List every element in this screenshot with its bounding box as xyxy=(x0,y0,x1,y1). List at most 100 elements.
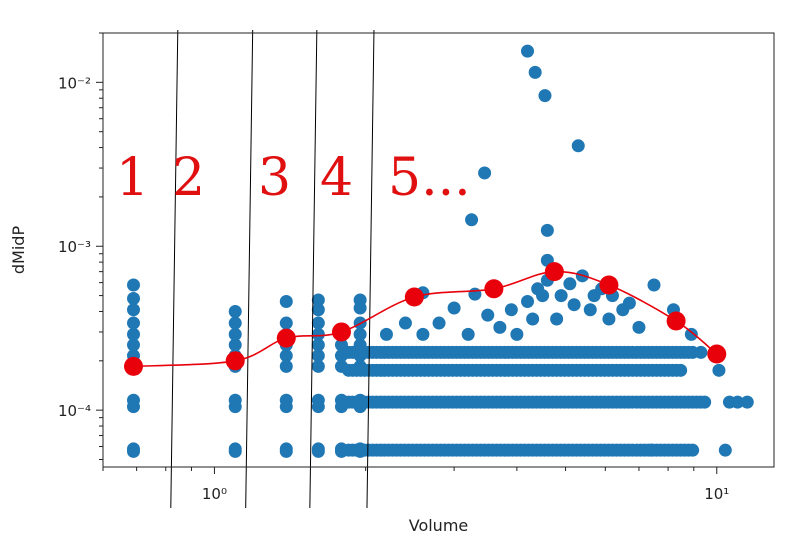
scatter-point xyxy=(126,278,140,292)
scatter-point xyxy=(632,320,646,334)
bucket-number-2: 2 xyxy=(172,148,205,208)
scatter-point xyxy=(504,303,518,317)
scatter-point xyxy=(550,312,564,326)
summary-marker xyxy=(599,275,619,295)
scatter-point xyxy=(528,65,542,79)
annotation-layer: 1 2 3 4 5... xyxy=(116,148,471,208)
y-tick-label: 10⁻² xyxy=(58,74,91,92)
scatter-point xyxy=(228,327,242,341)
scatter-point xyxy=(540,223,554,237)
x-tick-label: 10¹ xyxy=(704,485,729,503)
divider-layer xyxy=(170,29,375,509)
scatter-point xyxy=(698,395,712,409)
scatter-point xyxy=(684,327,698,341)
scatter-point xyxy=(481,308,495,322)
scatter-point xyxy=(554,289,568,303)
scatter-point xyxy=(694,345,708,359)
scatter-point xyxy=(602,312,616,326)
scatter-point xyxy=(647,278,661,292)
scatter-point xyxy=(521,295,535,309)
scatter-point xyxy=(563,277,577,291)
bucket-number-1: 1 xyxy=(116,148,149,208)
scatter-point xyxy=(432,316,446,330)
y-axis-label: dMidP xyxy=(9,226,28,275)
scatter-point xyxy=(311,442,325,456)
plot-frame xyxy=(102,32,775,468)
summary-marker xyxy=(707,344,727,364)
x-axis-label: Volume xyxy=(409,516,469,535)
scatter-point xyxy=(478,166,492,180)
bucket-divider-2 xyxy=(245,29,254,509)
scatter-point xyxy=(521,44,535,58)
scatter-point xyxy=(447,301,461,315)
scatter-point xyxy=(311,338,325,352)
summary-marker xyxy=(666,311,686,331)
summary-marker xyxy=(225,351,245,371)
scatter-point xyxy=(311,293,325,307)
scatter-point xyxy=(228,304,242,318)
scatter-point xyxy=(126,316,140,330)
summary-marker xyxy=(404,287,424,307)
scatter-point xyxy=(126,327,140,341)
scatter-point xyxy=(126,303,140,317)
scatter-point xyxy=(718,443,732,457)
scatter-point xyxy=(279,295,293,309)
scatter-point xyxy=(353,327,367,341)
scatter-point xyxy=(416,327,430,341)
scatter-point xyxy=(731,395,745,409)
scatter-point xyxy=(126,291,140,305)
summary-marker xyxy=(276,328,296,348)
y-tick-label: 10⁻³ xyxy=(58,238,91,256)
scatter-point xyxy=(311,316,325,330)
summary-line xyxy=(133,270,718,368)
summary-marker xyxy=(484,279,504,299)
scatter-point xyxy=(228,338,242,352)
scatter-point xyxy=(398,316,412,330)
scatter-point xyxy=(311,303,325,317)
scatter-point xyxy=(674,363,688,377)
scatter-point xyxy=(279,442,293,456)
bucket-number-4: 4 xyxy=(320,148,353,208)
summary-marker xyxy=(123,356,143,376)
scatter-point xyxy=(126,442,140,456)
scatter-point xyxy=(465,213,479,227)
scatter-point xyxy=(493,320,507,334)
scatter-point xyxy=(311,327,325,341)
x-tick-label: 10⁰ xyxy=(202,485,227,503)
scatter-point xyxy=(126,393,140,407)
summary-marker xyxy=(331,322,351,342)
scatter-point xyxy=(461,327,475,341)
scatter-point xyxy=(644,443,658,457)
scatter-point xyxy=(538,89,552,103)
summary-line-layer xyxy=(123,262,727,376)
scatter-point xyxy=(536,289,550,303)
scatter-point xyxy=(686,443,700,457)
scatter-point xyxy=(279,393,293,407)
scatter-point xyxy=(353,293,367,307)
scatter-point xyxy=(740,395,754,409)
scatter-point xyxy=(126,338,140,352)
scatter-point xyxy=(510,327,524,341)
scatter-point xyxy=(583,303,597,317)
bucket-divider-4 xyxy=(366,29,375,509)
y-ticks: 10⁻² 10⁻³ 10⁻⁴ xyxy=(58,32,103,460)
summary-marker xyxy=(544,262,564,282)
scatter-point xyxy=(379,327,393,341)
scatter-point xyxy=(279,316,293,330)
scatter-point xyxy=(468,287,482,301)
scatter-point xyxy=(567,298,581,312)
scatter-point xyxy=(311,359,325,373)
y-tick-label: 10⁻⁴ xyxy=(58,402,91,420)
x-ticks: 10⁰ 10¹ xyxy=(102,467,729,503)
scatter-point xyxy=(622,296,636,310)
bucket-number-5: 5... xyxy=(388,148,471,208)
scatter-point xyxy=(279,359,293,373)
scatter-point xyxy=(228,393,242,407)
bucket-divider-3 xyxy=(309,29,318,509)
scatter-point xyxy=(311,349,325,363)
scatter-point xyxy=(279,349,293,363)
scatter-point xyxy=(526,312,540,326)
bucket-divider-1 xyxy=(170,29,179,509)
scatter-point xyxy=(228,316,242,330)
scatter-point xyxy=(228,442,242,456)
